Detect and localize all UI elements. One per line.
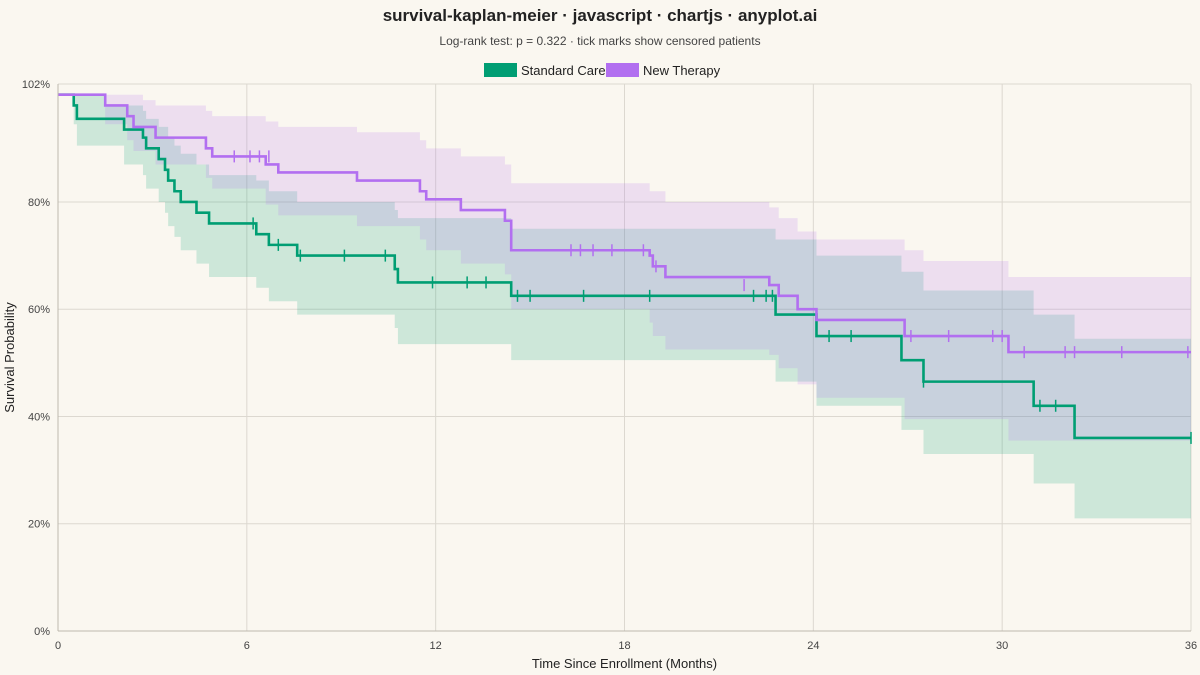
x-tick-label: 0 [55,640,61,652]
x-tick-label: 30 [996,640,1008,652]
ci-band-new-therapy [58,94,1191,441]
confidence-bands [58,94,1191,519]
legend[interactable]: Standard Care New Therapy [484,63,721,78]
y-tick-label: 0% [34,626,50,638]
y-tick-label: 60% [28,304,50,316]
axis-ticks: 0 6 12 18 24 30 36 0% 20% 40% 60% 80% 102% [22,79,1197,652]
chart-subtitle: Log-rank test: p = 0.322 · tick marks sh… [439,34,761,48]
y-axis-title: Survival Probability [2,302,17,413]
legend-item-standard-care[interactable]: Standard Care [484,63,606,78]
x-tick-label: 6 [244,640,250,652]
x-axis-title: Time Since Enrollment (Months) [532,656,717,671]
legend-item-new-therapy[interactable]: New Therapy [606,63,721,78]
survival-line-standard-care [58,93,1191,440]
chart-title: survival-kaplan-meier · javascript · cha… [382,6,818,25]
x-tick-label: 18 [618,640,630,652]
legend-swatch-standard-care [484,63,517,77]
legend-label-standard-care: Standard Care [521,63,606,78]
y-tick-label: 80% [28,197,50,209]
y-tick-label: 102% [22,79,50,91]
y-tick-label: 20% [28,519,50,531]
legend-label-new-therapy: New Therapy [643,63,721,78]
x-tick-label: 12 [430,640,442,652]
survival-curves [58,93,1192,444]
y-tick-label: 40% [28,411,50,423]
legend-swatch-new-therapy [606,63,639,77]
x-tick-label: 36 [1185,640,1197,652]
axes: Time Since Enrollment (Months) Survival P… [2,84,1191,671]
survival-line-new-therapy [58,93,1191,354]
ci-band-standard-care [58,94,1191,519]
x-tick-label: 24 [807,640,819,652]
